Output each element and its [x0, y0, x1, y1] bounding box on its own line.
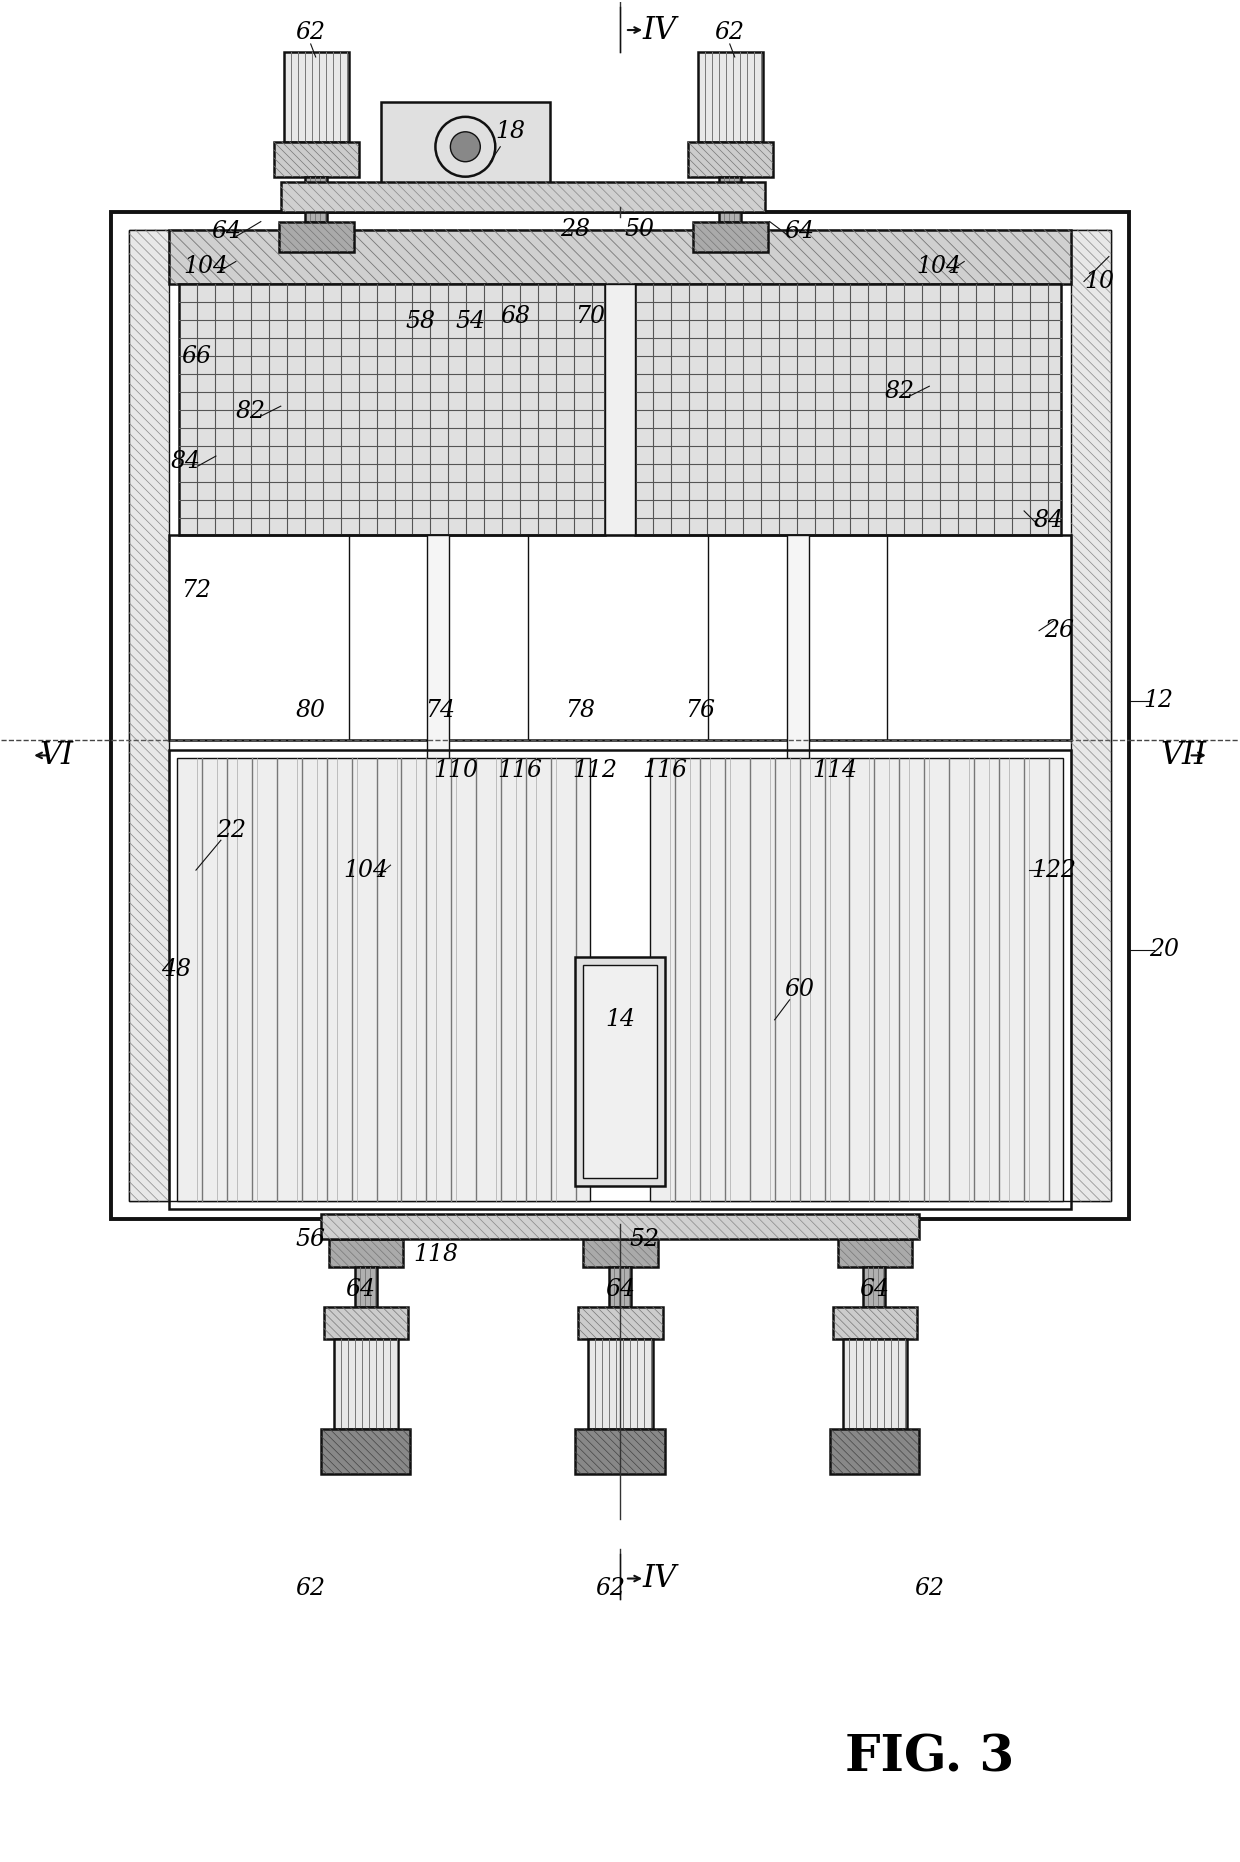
Text: 14: 14 [605, 1009, 635, 1032]
Text: 56: 56 [295, 1227, 326, 1251]
Bar [428, 534, 449, 801]
Text: 62: 62 [295, 20, 326, 43]
Text: 50: 50 [625, 218, 655, 240]
Text: IV: IV [642, 1562, 677, 1594]
Text: 116: 116 [497, 760, 543, 782]
Text: 26: 26 [1044, 620, 1074, 642]
Bar [129, 229, 1111, 1201]
Text: 104: 104 [916, 255, 962, 277]
Text: 54: 54 [455, 309, 485, 333]
Bar [169, 534, 1071, 741]
Text: 64: 64 [211, 220, 241, 244]
Text: 116: 116 [642, 760, 687, 782]
Text: 10: 10 [1084, 270, 1114, 292]
Bar [650, 758, 1063, 1201]
Bar [169, 750, 1071, 1210]
Circle shape [450, 132, 480, 162]
Text: 82: 82 [884, 380, 914, 402]
Text: 62: 62 [714, 20, 745, 43]
Bar [837, 1240, 913, 1268]
Text: 72: 72 [181, 579, 211, 601]
Bar [842, 1339, 908, 1428]
Bar [177, 758, 590, 1201]
Text: 48: 48 [161, 959, 191, 981]
Text: 28: 28 [560, 218, 590, 240]
Bar [575, 1428, 665, 1475]
Bar [321, 1214, 919, 1240]
Text: 84: 84 [171, 449, 201, 473]
Text: 122: 122 [1032, 858, 1076, 881]
Text: 18: 18 [495, 121, 526, 143]
Text: 62: 62 [295, 1577, 326, 1599]
Text: 58: 58 [405, 309, 435, 333]
Bar [279, 222, 353, 251]
Text: 112: 112 [573, 760, 618, 782]
Bar [324, 1307, 408, 1339]
Bar [609, 1268, 631, 1307]
Text: 78: 78 [565, 698, 595, 722]
Bar [1071, 229, 1111, 1201]
Bar [169, 229, 1071, 285]
Text: 20: 20 [1148, 938, 1179, 961]
Bar [688, 142, 773, 177]
Bar [321, 1428, 410, 1475]
Text: 68: 68 [500, 305, 531, 328]
Text: 66: 66 [181, 344, 211, 369]
Bar [274, 142, 358, 177]
Text: 62: 62 [914, 1577, 945, 1599]
Text: 80: 80 [295, 698, 326, 722]
Bar [693, 222, 768, 251]
Bar [305, 177, 326, 222]
Bar [605, 285, 635, 534]
Text: 110: 110 [433, 760, 477, 782]
Bar [583, 965, 657, 1179]
Text: 70: 70 [575, 305, 605, 328]
Text: 76: 76 [684, 698, 714, 722]
Text: 52: 52 [630, 1227, 660, 1251]
Bar [635, 285, 1061, 534]
Text: 74: 74 [425, 698, 455, 722]
Bar [129, 229, 169, 1201]
Text: 114: 114 [812, 760, 857, 782]
Bar [329, 1240, 403, 1268]
Text: VI: VI [40, 739, 73, 771]
Text: 64: 64 [346, 1277, 376, 1302]
Bar [575, 957, 665, 1186]
Text: 64: 64 [605, 1277, 635, 1302]
Bar [179, 285, 605, 534]
Bar [355, 1268, 377, 1307]
Text: 84: 84 [1034, 510, 1064, 533]
Text: 82: 82 [236, 400, 265, 423]
Bar [863, 1268, 885, 1307]
Bar [280, 182, 765, 212]
Bar [719, 177, 740, 222]
Bar [832, 1307, 918, 1339]
Text: 22: 22 [216, 819, 246, 842]
Text: VII: VII [1161, 739, 1207, 771]
Bar [578, 1307, 663, 1339]
Bar [786, 534, 808, 801]
Text: IV: IV [642, 15, 677, 45]
Text: 60: 60 [785, 978, 815, 1002]
Bar [698, 52, 763, 142]
Bar [334, 1339, 398, 1428]
Bar [588, 1339, 653, 1428]
Bar [583, 1240, 658, 1268]
Text: 118: 118 [413, 1242, 458, 1266]
Text: 62: 62 [595, 1577, 625, 1599]
Bar [830, 1428, 919, 1475]
Text: 104: 104 [184, 255, 228, 277]
Bar [112, 212, 1128, 1220]
Bar [381, 102, 551, 192]
Text: 64: 64 [785, 220, 815, 244]
Text: 104: 104 [343, 858, 388, 881]
Text: FIG. 3: FIG. 3 [844, 1734, 1014, 1782]
Text: 64: 64 [859, 1277, 889, 1302]
Text: 12: 12 [1143, 689, 1174, 711]
Bar [284, 52, 348, 142]
